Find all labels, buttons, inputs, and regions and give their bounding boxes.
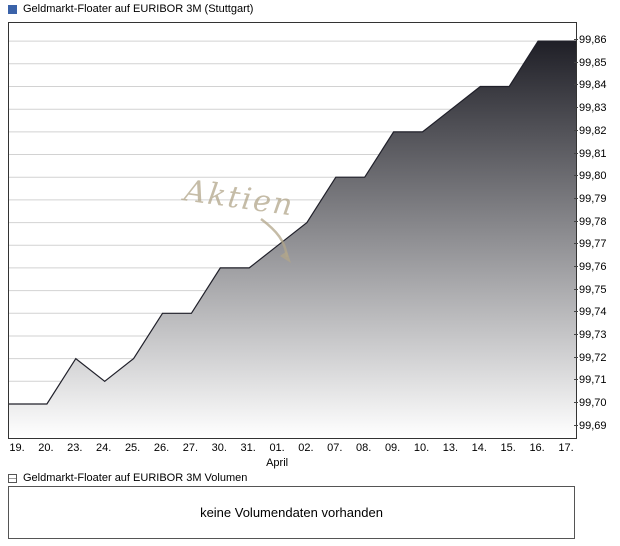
price-chart-plot: Aktien [8, 22, 577, 439]
y-axis: 99,69 99,70 99,71 99,72 99,73 99,74 99,75 99,76… [574, 22, 620, 437]
volume-legend-label: Geldmarkt-Floater auf EURIBOR 3M Volumen [23, 472, 248, 484]
y-tick-label: 99,77 [574, 238, 607, 251]
x-tick-label: 09. [384, 442, 401, 454]
price-chart-legend: Geldmarkt-Floater auf EURIBOR 3M (Stuttg… [8, 3, 253, 15]
y-tick-label: 99,79 [574, 192, 607, 205]
volume-legend-color-icon [8, 473, 17, 483]
x-tick-label: 13. [442, 442, 459, 454]
y-tick-label: 99,73 [574, 328, 607, 341]
y-tick-label: 99,78 [574, 215, 607, 228]
x-tick-label: 24. [96, 442, 112, 454]
y-tick-label: 99,76 [574, 260, 607, 273]
x-axis: 19. 20. 23. 24. 25. 26. 27. 30. 31. 01. 02. 07. 08. 0… [8, 442, 575, 455]
price-area-svg [9, 40, 576, 438]
x-axis-month-label: April [266, 457, 289, 469]
x-tick-label: 26. [153, 442, 170, 454]
x-tick-label: 08. [356, 442, 372, 454]
y-tick-label: 99,75 [574, 283, 607, 296]
price-legend-color-icon [8, 4, 17, 14]
y-tick-label: 99,86 [574, 34, 607, 47]
x-tick-label: 30. [211, 442, 227, 454]
volume-chart-empty-panel: keine Volumendaten vorhanden [8, 486, 575, 539]
y-tick-label: 99,69 [574, 419, 607, 432]
x-tick-label: 07. [327, 442, 343, 454]
x-tick-label: 23. [67, 442, 83, 454]
x-tick-label: 16. [529, 442, 545, 454]
y-tick-label: 99,70 [574, 396, 607, 409]
x-tick-label: 17. [558, 442, 574, 454]
y-tick-label: 99,80 [574, 170, 607, 183]
price-chart-area [9, 23, 576, 438]
price-legend-label: Geldmarkt-Floater auf EURIBOR 3M (Stuttg… [23, 3, 254, 15]
volume-empty-message: keine Volumendaten vorhanden [200, 505, 383, 520]
y-tick-label: 99,83 [574, 102, 607, 115]
y-tick-label: 99,81 [574, 147, 607, 160]
x-tick-label: 02. [298, 442, 314, 454]
y-tick-label: 99,82 [574, 124, 607, 137]
x-tick-label: 25. [124, 442, 141, 454]
x-tick-label: 01. [269, 442, 285, 454]
x-tick-label: 15. [500, 442, 516, 454]
y-tick-label: 99,74 [574, 306, 607, 319]
y-tick-label: 99,71 [574, 374, 607, 387]
x-tick-label: 27. [182, 442, 199, 454]
y-tick-label: 99,85 [574, 56, 607, 69]
x-tick-label: 19. [9, 442, 25, 454]
x-tick-label: 31. [240, 442, 256, 454]
x-tick-label: 20. [38, 442, 54, 454]
x-tick-label: 10. [413, 442, 430, 454]
volume-chart-legend: Geldmarkt-Floater auf EURIBOR 3M Volumen [8, 472, 247, 484]
y-tick-label: 99,84 [574, 79, 607, 92]
y-tick-label: 99,72 [574, 351, 607, 364]
x-tick-label: 14. [471, 442, 487, 454]
